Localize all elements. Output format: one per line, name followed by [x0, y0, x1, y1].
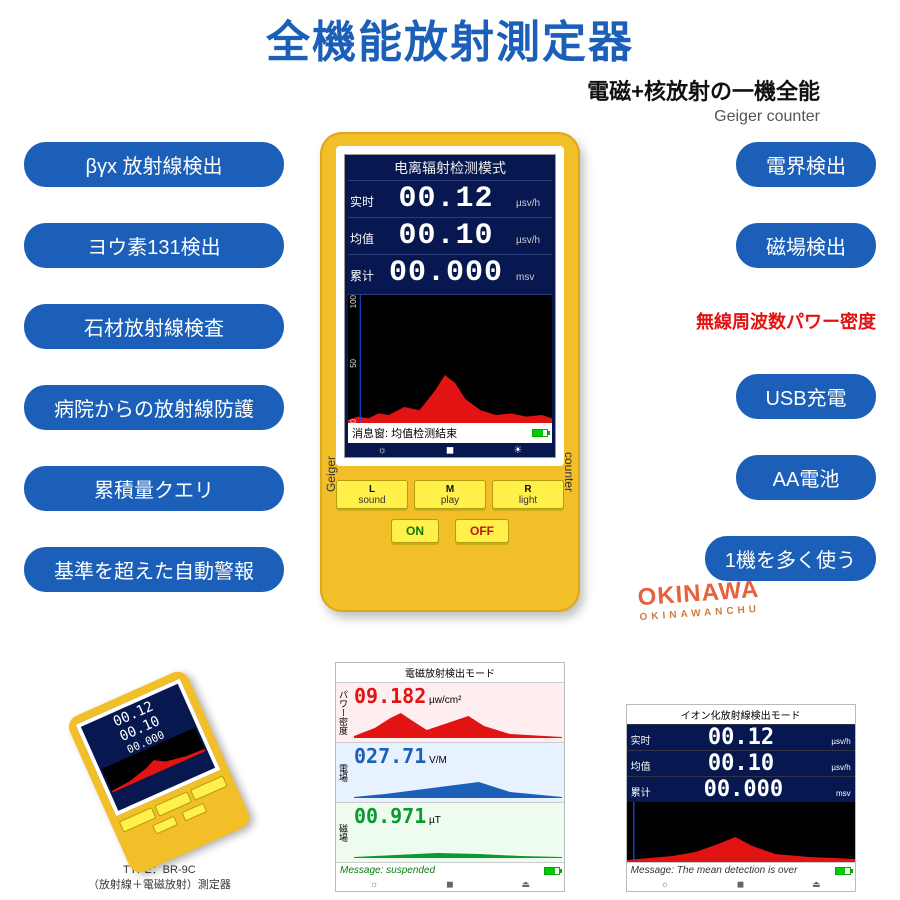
radiation-chart: 100 50 0: [348, 294, 552, 423]
foot-icon: ☼: [370, 879, 378, 890]
btn-top: M: [415, 484, 485, 495]
reading-label: 累计: [350, 267, 376, 284]
reading-label: 均值: [350, 230, 376, 247]
battery-icon: [532, 429, 548, 437]
reading-unit: msv: [516, 272, 550, 283]
ion-row-label: 实时: [631, 732, 651, 747]
em-msg: Message: suspended: [340, 865, 435, 876]
reading-label: 实时: [350, 193, 376, 210]
reading-value: 00.000: [376, 256, 516, 290]
feature-pill: ヨウ素131検出: [24, 223, 284, 268]
device-side-label-left: Geiger: [324, 456, 338, 492]
device-on-button[interactable]: ON: [391, 519, 439, 543]
ion-row-unit: µsv/h: [831, 763, 850, 772]
reading-row-realtime: 实时 00.12 µsv/h: [348, 180, 552, 217]
ion-row-value: 00.000: [704, 777, 783, 802]
em-row-value: 027.71: [354, 744, 426, 768]
em-row-value: 09.182: [354, 684, 426, 708]
feature-pill: 基準を超えた自動警報: [24, 547, 284, 592]
feature-pill: 病院からの放射線防護: [24, 385, 284, 430]
device-screen: 电离辐射检测模式 实时 00.12 µsv/h 均值 00.10 µsv/h 累…: [336, 146, 564, 466]
foot-icon: ⏏: [812, 879, 821, 890]
btn-sub: light: [493, 495, 563, 506]
watermark: OKINAWA OKINAWANCHU: [637, 576, 761, 623]
em-row-label: 電場: [336, 762, 352, 784]
btn-sub: play: [415, 495, 485, 506]
ion-row-label: 累计: [631, 784, 651, 799]
feature-list-left: βγx 放射線検出 ヨウ素131検出 石材放射線検査 病院からの放射線防護 累積…: [24, 142, 284, 592]
reading-row-average: 均值 00.10 µsv/h: [348, 217, 552, 254]
btn-top: R: [493, 484, 563, 495]
subtitle: 電磁+核放射の一機全能: [587, 79, 820, 104]
feature-pill: βγx 放射線検出: [24, 142, 284, 187]
reading-value: 00.12: [376, 182, 516, 216]
ion-row-value: 00.10: [708, 751, 774, 776]
em-row-label: 磁場: [336, 822, 352, 844]
device-side-label-right: counter: [562, 452, 576, 492]
ion-panel-title: イオン化放射線検出モード: [627, 705, 855, 724]
thumb-label-2: （放射線＋電磁放射）測定器: [88, 878, 231, 892]
em-row-value: 00.971: [354, 804, 426, 828]
battery-icon: [835, 867, 851, 875]
message-bar: 消息窗: 均值检测結束: [348, 423, 552, 443]
reading-unit: µsv/h: [516, 198, 550, 209]
feature-text: 無線周波数パワー密度: [696, 304, 876, 338]
y-tick: 0: [349, 419, 358, 423]
feature-pill: 磁場検出: [736, 223, 876, 268]
device-button-r[interactable]: R light: [492, 480, 564, 509]
em-row-unit: µw/cm²: [429, 695, 461, 706]
thumb-ion-panel: イオン化放射線検出モード 实时 00.12 µsv/h 均值 00.10 µsv…: [605, 672, 876, 892]
geiger-device: Geiger counter 电离辐射检测模式 实时 00.12 µsv/h 均…: [320, 132, 580, 612]
sun-icon: ☼: [378, 445, 387, 456]
btn-sub: sound: [337, 495, 407, 506]
reading-row-cumulative: 累计 00.000 msv: [348, 254, 552, 291]
thumb-device: 00.12 00.10 00.000 TYPE：BR-9C （放射線＋電磁放射）…: [24, 672, 295, 892]
feature-pill: USB充電: [736, 374, 876, 419]
ion-row-value: 00.12: [708, 725, 774, 750]
stop-icon: ◼: [446, 445, 454, 456]
foot-icon: ☼: [661, 879, 669, 890]
reading-unit: µsv/h: [516, 235, 550, 246]
feature-pill: 電界検出: [736, 142, 876, 187]
ion-row-unit: µsv/h: [831, 737, 850, 746]
foot-icon: ⏏: [522, 879, 531, 890]
feature-list-right: 電界検出 磁場検出 無線周波数パワー密度 USB充電 AA電池 1機を多く使う: [616, 142, 876, 581]
reading-value: 00.10: [376, 219, 516, 253]
y-tick: 100: [349, 295, 358, 308]
brightness-icon: ☀: [513, 445, 522, 456]
ion-row-label: 均值: [631, 758, 651, 773]
subtitle-en: Geiger counter: [0, 108, 900, 126]
btn-top: L: [337, 484, 407, 495]
device-button-m[interactable]: M play: [414, 480, 486, 509]
device-off-button[interactable]: OFF: [455, 519, 509, 543]
em-row-unit: µT: [429, 815, 441, 826]
page-title: 全機能放射測定器: [0, 6, 900, 70]
em-row-label: パワー密度: [336, 688, 352, 737]
device-button-l[interactable]: L sound: [336, 480, 408, 509]
em-row-unit: V/M: [429, 755, 447, 766]
feature-pill: 石材放射線検査: [24, 304, 284, 349]
msg-text: 均值检测結束: [391, 428, 457, 440]
thumb-em-panel: 電磁放射検出モード パワー密度 09.182 µw/cm² 電場 027.71 …: [315, 672, 586, 892]
feature-pill: 累積量クエリ: [24, 466, 284, 511]
feature-pill: AA電池: [736, 455, 876, 500]
battery-icon: [544, 867, 560, 875]
em-panel-title: 電磁放射検出モード: [336, 663, 564, 682]
thumb-label-1: TYPE：BR-9C: [88, 863, 231, 877]
feature-pill: 1機を多く使う: [705, 536, 876, 581]
ion-msg: Message: The mean detection is over: [631, 865, 798, 876]
ion-row-unit: msv: [836, 789, 851, 798]
foot-icon: ◼: [446, 879, 453, 890]
foot-icon: ◼: [737, 879, 744, 890]
screen-title: 电离辐射检测模式: [348, 158, 552, 178]
msg-label: 消息窗:: [352, 428, 388, 440]
y-tick: 50: [349, 359, 358, 368]
